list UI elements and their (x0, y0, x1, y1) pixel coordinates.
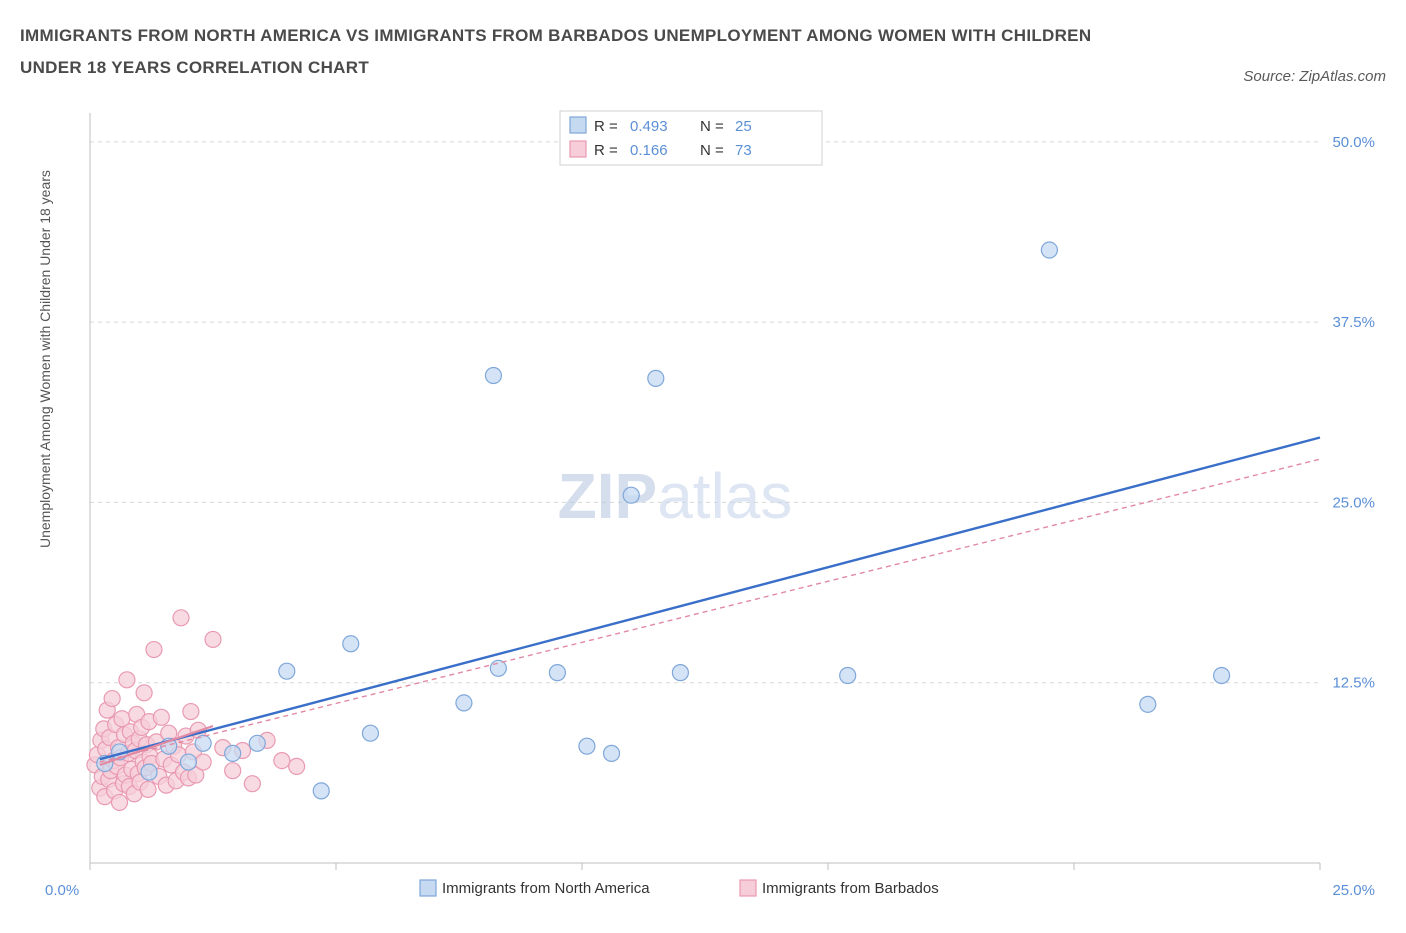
scatter-chart: 12.5% 25.0% 37.5% 50.0% ZIPatlas 0.0% 25.0% Une… (20, 103, 1386, 913)
source-attribution: Source: ZipAtlas.com (1243, 68, 1386, 85)
x-tick-label: 25.0% (1332, 882, 1375, 899)
scatter-point (140, 781, 156, 797)
y-tick-label: 37.5% (1332, 314, 1375, 331)
legend-r-value: 0.166 (630, 142, 668, 159)
scatter-point (274, 752, 290, 768)
y-tick-label: 25.0% (1332, 494, 1375, 511)
scatter-point (180, 754, 196, 770)
scatter-point (153, 709, 169, 725)
scatter-point (183, 703, 199, 719)
scatter-point (244, 775, 260, 791)
scatter-point (1041, 242, 1057, 258)
scatter-point (623, 487, 639, 503)
bottom-legend-swatch (420, 880, 436, 896)
bottom-legend-swatch (740, 880, 756, 896)
chart-svg: 12.5% 25.0% 37.5% 50.0% ZIPatlas 0.0% 25.0% Une… (20, 103, 1386, 913)
legend-r-value: 0.493 (630, 118, 668, 135)
y-axis-title: Unemployment Among Women with Children U… (37, 170, 53, 548)
scatter-point (195, 754, 211, 770)
scatter-point (456, 694, 472, 710)
scatter-point (146, 641, 162, 657)
legend-swatch (570, 117, 586, 133)
legend-swatch (570, 141, 586, 157)
scatter-point (579, 738, 595, 754)
scatter-point (362, 725, 378, 741)
scatter-point (313, 782, 329, 798)
legend-n-label: N = (700, 142, 724, 159)
y-tick-label: 50.0% (1332, 133, 1375, 150)
scatter-point (672, 664, 688, 680)
legend-n-label: N = (700, 118, 724, 135)
scatter-point (249, 735, 265, 751)
scatter-point (205, 631, 221, 647)
scatter-point (549, 664, 565, 680)
x-tick-label: 0.0% (45, 882, 79, 899)
scatter-point (343, 635, 359, 651)
source-label: Source: (1243, 68, 1295, 85)
scatter-point (485, 367, 501, 383)
scatter-point (490, 660, 506, 676)
legend-n-value: 25 (735, 118, 752, 135)
bottom-legend-label: Immigrants from North America (442, 880, 650, 897)
scatter-point (1214, 667, 1230, 683)
scatter-point (604, 745, 620, 761)
scatter-point (136, 684, 152, 700)
scatter-point (1140, 696, 1156, 712)
scatter-point (112, 794, 128, 810)
source-name: ZipAtlas.com (1299, 68, 1386, 85)
scatter-point (225, 745, 241, 761)
chart-title: IMMIGRANTS FROM NORTH AMERICA VS IMMIGRA… (20, 20, 1100, 85)
legend-r-label: R = (594, 118, 618, 135)
scatter-point (225, 762, 241, 778)
scatter-point (840, 667, 856, 683)
y-tick-label: 12.5% (1332, 674, 1375, 691)
watermark: ZIPatlas (558, 460, 793, 532)
scatter-point (648, 370, 664, 386)
legend-r-label: R = (594, 142, 618, 159)
scatter-point (289, 758, 305, 774)
scatter-point (279, 663, 295, 679)
scatter-point (104, 690, 120, 706)
scatter-point (173, 609, 189, 625)
scatter-point (119, 671, 135, 687)
chart-header: IMMIGRANTS FROM NORTH AMERICA VS IMMIGRA… (20, 20, 1386, 85)
legend-n-value: 73 (735, 142, 752, 159)
bottom-legend-label: Immigrants from Barbados (762, 880, 939, 897)
scatter-point (141, 764, 157, 780)
